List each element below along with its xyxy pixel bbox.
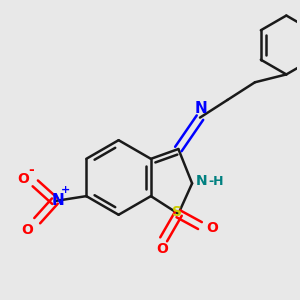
Text: -: -	[28, 163, 34, 177]
Text: O: O	[22, 224, 33, 238]
Text: O: O	[156, 242, 168, 256]
Text: N: N	[195, 101, 207, 116]
Text: O: O	[206, 220, 218, 235]
Text: N: N	[52, 193, 64, 208]
Text: +: +	[61, 185, 70, 195]
Text: S: S	[172, 205, 182, 219]
Text: O: O	[17, 172, 29, 186]
Text: -H: -H	[208, 175, 224, 188]
Text: N: N	[196, 174, 208, 188]
